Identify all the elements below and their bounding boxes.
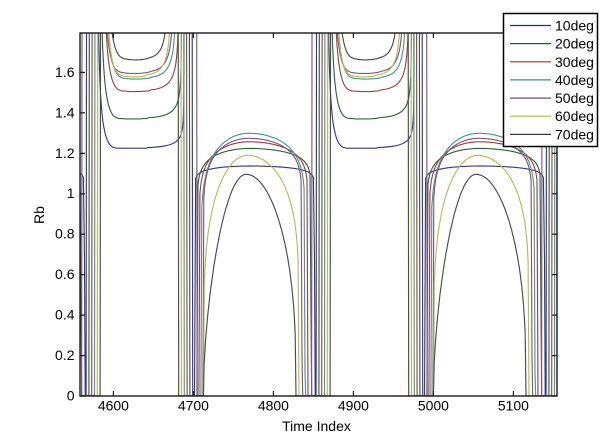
svg-text:5100: 5100 xyxy=(498,398,529,414)
svg-text:70deg: 70deg xyxy=(555,126,594,142)
svg-text:0.8: 0.8 xyxy=(55,226,75,242)
svg-text:60deg: 60deg xyxy=(555,108,594,124)
svg-text:4900: 4900 xyxy=(338,398,369,414)
svg-text:0.4: 0.4 xyxy=(55,307,75,323)
svg-text:4700: 4700 xyxy=(178,398,209,414)
svg-text:0: 0 xyxy=(67,388,75,404)
svg-text:1.2: 1.2 xyxy=(55,145,75,161)
svg-text:4600: 4600 xyxy=(98,398,129,414)
svg-text:30deg: 30deg xyxy=(555,54,594,70)
svg-text:20deg: 20deg xyxy=(555,36,594,52)
svg-text:1.6: 1.6 xyxy=(55,64,75,80)
svg-text:Rb: Rb xyxy=(31,206,47,224)
svg-text:1.4: 1.4 xyxy=(55,104,75,120)
svg-text:0.2: 0.2 xyxy=(55,347,75,363)
svg-text:Time Index: Time Index xyxy=(282,418,351,434)
svg-text:1: 1 xyxy=(67,185,75,201)
svg-text:10deg: 10deg xyxy=(555,18,594,34)
svg-text:0.6: 0.6 xyxy=(55,266,75,282)
svg-text:5000: 5000 xyxy=(418,398,449,414)
svg-text:50deg: 50deg xyxy=(555,90,594,106)
svg-text:40deg: 40deg xyxy=(555,72,594,88)
svg-text:4800: 4800 xyxy=(258,398,289,414)
